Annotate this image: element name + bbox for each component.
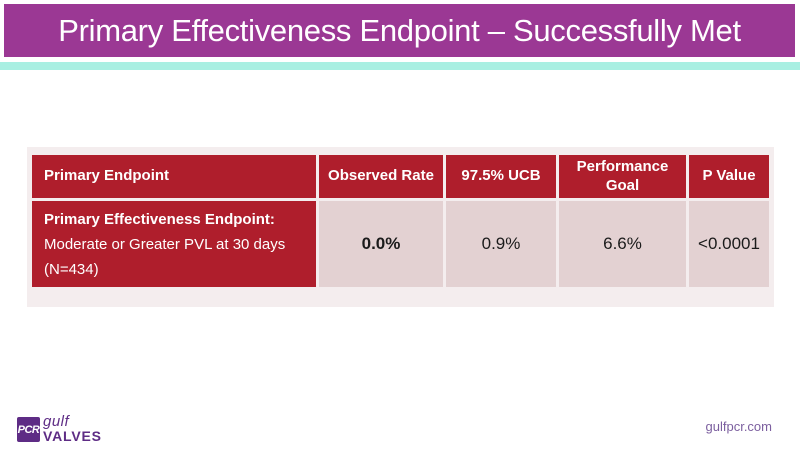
pcr-logo-icon: PCR [17, 417, 40, 442]
teal-accent-line [0, 62, 800, 70]
logo-gulf-text: gulf [43, 413, 70, 430]
table-row: Primary Effectiveness Endpoint: Moderate… [32, 201, 769, 287]
p-value: <0.0001 [689, 201, 769, 287]
pcr-gulf-valves-logo: PCR gulf VALVES [17, 413, 102, 444]
performance-goal-value: 6.6% [559, 201, 686, 287]
observed-rate-value: 0.0% [319, 201, 443, 287]
col-header-ucb: 97.5% UCB [446, 155, 556, 198]
logo-wordmark: gulf VALVES [43, 413, 102, 444]
website-url: gulfpcr.com [705, 419, 772, 434]
endpoint-label-sample-size: (N=434) [44, 260, 99, 278]
results-table-panel: Primary Endpoint Observed Rate 97.5% UCB… [27, 147, 774, 307]
endpoint-label-cell: Primary Effectiveness Endpoint: Moderate… [32, 201, 316, 287]
table-header-row: Primary Endpoint Observed Rate 97.5% UCB… [32, 155, 769, 198]
title-banner: Primary Effectiveness Endpoint – Success… [4, 4, 795, 57]
logo-valves-text: VALVES [43, 428, 102, 444]
slide-title: Primary Effectiveness Endpoint – Success… [58, 12, 741, 48]
col-header-primary-endpoint: Primary Endpoint [32, 155, 316, 198]
col-header-observed-rate: Observed Rate [319, 155, 443, 198]
col-header-performance-goal: Performance Goal [559, 155, 686, 198]
results-table: Primary Endpoint Observed Rate 97.5% UCB… [29, 152, 772, 290]
endpoint-label-title: Primary Effectiveness Endpoint: [44, 210, 275, 228]
col-header-p-value: P Value [689, 155, 769, 198]
endpoint-label-description: Moderate or Greater PVL at 30 days [44, 235, 286, 253]
ucb-value: 0.9% [446, 201, 556, 287]
